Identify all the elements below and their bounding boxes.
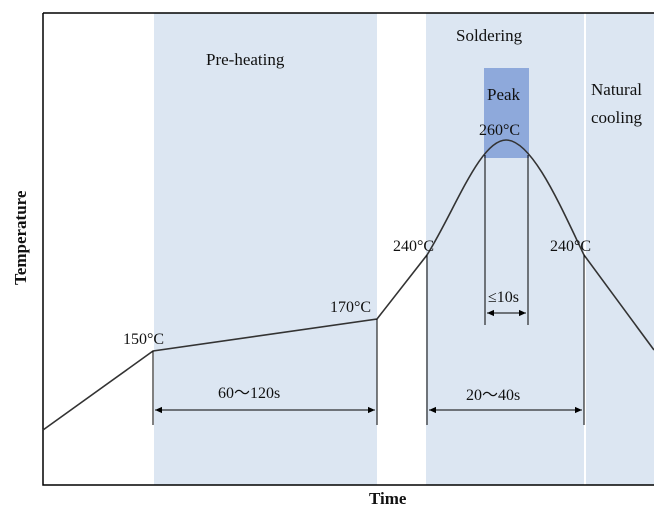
y-axis-label: Temperature — [11, 190, 30, 285]
x-axis-label: Time — [369, 489, 407, 508]
peak-label: Peak — [487, 85, 521, 104]
soldering-label: Soldering — [456, 26, 523, 45]
cooling-label-line2: cooling — [591, 108, 642, 127]
temp-label-240-fall: 240°C — [550, 238, 591, 255]
peak-zone — [484, 68, 529, 158]
preheating-zone — [154, 13, 377, 485]
temp-label-240-rise: 240°C — [393, 238, 434, 255]
temp-label-260: 260°C — [479, 122, 520, 139]
cooling-zone — [586, 13, 654, 485]
chart-frame — [42, 12, 654, 486]
temp-label-170: 170°C — [330, 299, 371, 316]
preheat-duration-label: 60～120s — [218, 385, 280, 402]
preheating-label: Pre-heating — [206, 50, 285, 69]
temp-label-150: 150°C — [123, 331, 164, 348]
peak-duration-label: ≤10s — [488, 289, 519, 306]
soldering-duration-label: 20～40s — [466, 387, 520, 404]
cooling-label-line1: Natural — [591, 80, 642, 99]
temperature-curve — [42, 139, 654, 431]
